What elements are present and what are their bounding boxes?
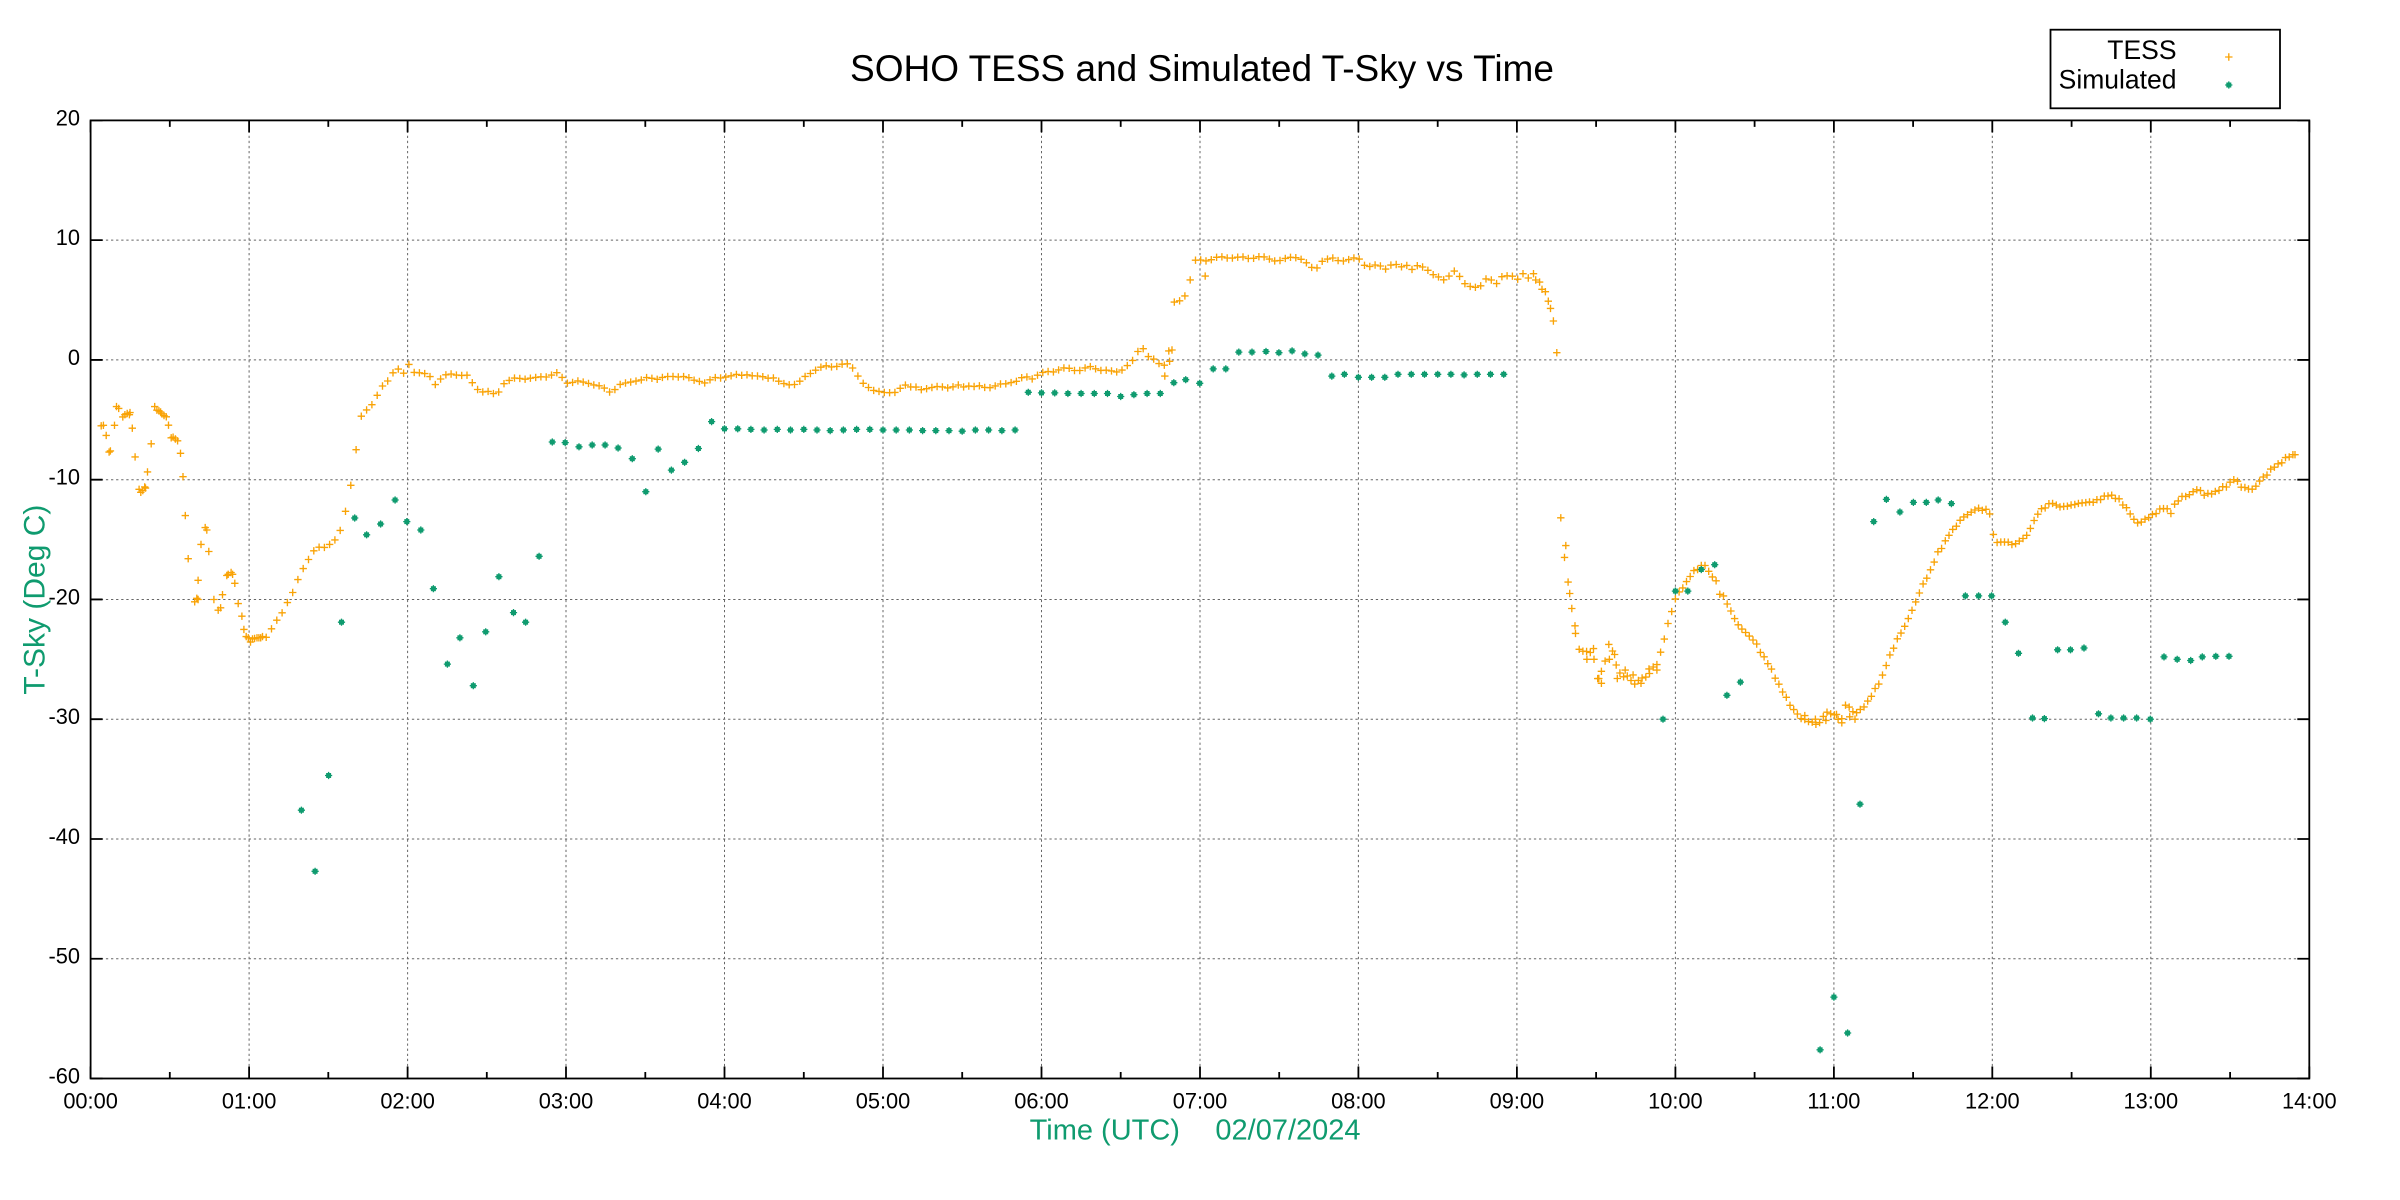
svg-text:TESS: TESS (2107, 35, 2176, 65)
svg-text:02/07/2024: 02/07/2024 (1215, 1115, 1360, 1147)
svg-text:01:00: 01:00 (222, 1089, 277, 1114)
svg-text:13:00: 13:00 (2124, 1089, 2179, 1114)
svg-text:08:00: 08:00 (1331, 1089, 1386, 1114)
svg-text:07:00: 07:00 (1173, 1089, 1228, 1114)
svg-text:06:00: 06:00 (1014, 1089, 1069, 1114)
svg-text:02:00: 02:00 (380, 1089, 435, 1114)
svg-text:10:00: 10:00 (1648, 1089, 1703, 1114)
svg-text:-30: -30 (48, 704, 80, 729)
svg-text:20: 20 (56, 105, 80, 130)
svg-text:04:00: 04:00 (697, 1089, 752, 1114)
svg-text:-40: -40 (48, 824, 80, 849)
svg-text:14:00: 14:00 (2282, 1089, 2337, 1114)
svg-text:-10: -10 (48, 465, 80, 490)
svg-text:05:00: 05:00 (856, 1089, 911, 1114)
svg-text:-50: -50 (48, 944, 80, 969)
svg-text:00:00: 00:00 (63, 1089, 118, 1114)
svg-text:Time (UTC): Time (UTC) (1030, 1115, 1180, 1147)
svg-text:-60: -60 (48, 1063, 80, 1088)
svg-text:0: 0 (68, 345, 80, 370)
svg-text:09:00: 09:00 (1490, 1089, 1545, 1114)
svg-text:12:00: 12:00 (1965, 1089, 2020, 1114)
svg-text:T-Sky (Deg C): T-Sky (Deg C) (19, 505, 52, 695)
svg-text:SOHO TESS and Simulated T-Sky: SOHO TESS and Simulated T-Sky vs Time (850, 48, 1554, 89)
svg-text:-20: -20 (48, 584, 80, 609)
svg-text:Simulated: Simulated (2059, 65, 2177, 95)
svg-text:03:00: 03:00 (539, 1089, 594, 1114)
svg-text:11:00: 11:00 (1807, 1089, 1860, 1114)
svg-text:10: 10 (56, 225, 80, 250)
